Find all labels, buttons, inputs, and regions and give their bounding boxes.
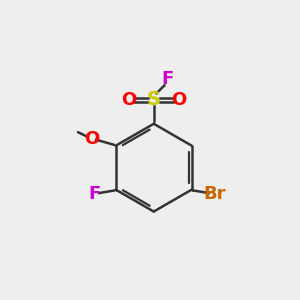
Text: Br: Br xyxy=(204,185,226,203)
Text: F: F xyxy=(161,70,173,88)
Text: O: O xyxy=(84,130,99,148)
Text: O: O xyxy=(171,91,186,109)
Text: S: S xyxy=(147,90,161,109)
Text: F: F xyxy=(88,185,101,203)
Text: O: O xyxy=(121,91,136,109)
